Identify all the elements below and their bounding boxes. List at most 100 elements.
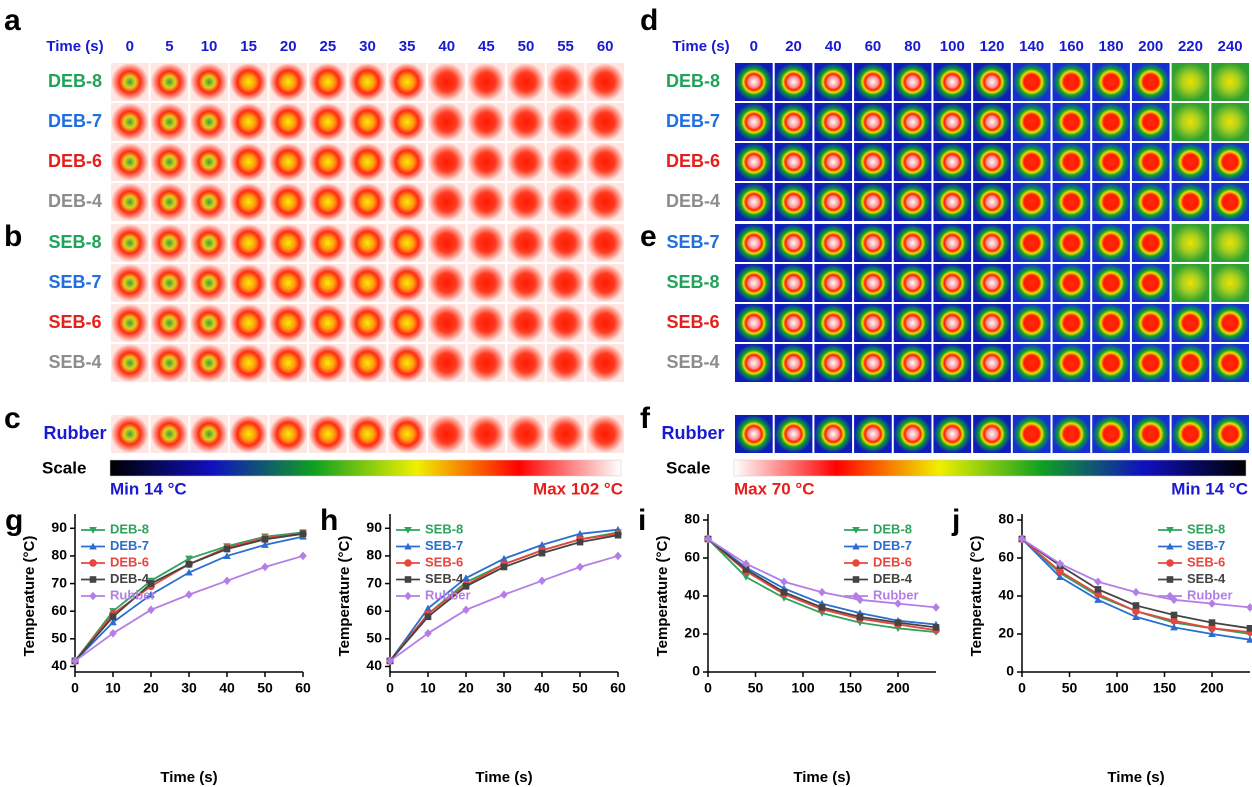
thermal-image: [735, 63, 773, 101]
thermal-image: [467, 264, 506, 302]
sample-label: DEB-6: [666, 151, 720, 171]
thermal-image: [150, 183, 189, 221]
legend-label: DEB-6: [110, 554, 149, 569]
marker: [1094, 586, 1102, 593]
y-axis-label: Temperature (°C): [336, 536, 353, 657]
thermal-image: [348, 304, 387, 342]
marker: [185, 555, 193, 563]
thermal-image: [229, 264, 268, 302]
thermal-image: [427, 415, 466, 453]
thermal-image: [190, 224, 228, 262]
legend-label: SEB-4: [1187, 571, 1226, 586]
thermal-image: [546, 415, 585, 453]
thermal-image: [1131, 183, 1170, 221]
thermal-image: [309, 304, 347, 342]
thermal-image: [933, 415, 972, 453]
thermal-image: [973, 415, 1011, 453]
panel-letter: c: [4, 402, 21, 435]
time-label: Time (s): [46, 38, 103, 55]
thermal-image: [1092, 143, 1130, 181]
thermal-image: [1092, 224, 1130, 262]
time-tick: 40: [825, 38, 842, 55]
thermal-image: [150, 344, 189, 382]
thermal-image: [586, 143, 624, 181]
thermal-image: [933, 304, 972, 342]
time-tick: 180: [1099, 38, 1124, 55]
time-tick: 55: [557, 38, 574, 55]
marker: [1170, 623, 1178, 631]
marker: [1094, 577, 1102, 587]
thermal-image: [814, 415, 853, 453]
thermal-image: [973, 103, 1011, 141]
thermal-image: [427, 224, 466, 262]
legend-label: DEB-8: [110, 521, 149, 536]
thermal-image: [507, 143, 545, 181]
x-axis-label: Time (s): [793, 769, 850, 786]
thermal-image: [348, 103, 387, 141]
marker: [223, 576, 231, 586]
y-axis-label: Temperature (°C): [21, 536, 38, 657]
thermal-image: [1012, 344, 1051, 382]
thermal-image: [467, 63, 506, 101]
marker: [538, 576, 546, 586]
marker: [299, 551, 307, 561]
thermal-image: [111, 143, 149, 181]
thermal-image: [269, 103, 308, 141]
panel-letter: a: [4, 4, 21, 37]
thermal-image: [893, 224, 932, 262]
marker: [424, 629, 432, 638]
thermal-image: [150, 103, 189, 141]
x-tick-label: 60: [295, 680, 311, 696]
legend-label: Rubber: [110, 587, 156, 602]
y-tick-label: 50: [51, 630, 67, 646]
x-tick-label: 20: [458, 680, 474, 696]
y-tick-label: 80: [998, 511, 1014, 527]
thermal-image: [1052, 264, 1091, 302]
thermal-image: [427, 304, 466, 342]
thermal-image: [309, 344, 347, 382]
thermal-image: [546, 183, 585, 221]
marker: [109, 618, 117, 626]
thermal-image: [774, 344, 813, 382]
marker: [223, 545, 231, 553]
thermal-image: [507, 63, 545, 101]
time-tick: 0: [126, 38, 134, 55]
y-tick-label: 60: [684, 549, 700, 565]
marker: [462, 583, 470, 590]
thermal-image: [586, 264, 624, 302]
x-tick-label: 0: [704, 680, 712, 696]
scale-min-max: Max 102 °C: [533, 479, 623, 498]
thermal-image: [507, 103, 545, 141]
thermal-image: [348, 143, 387, 181]
time-tick: 10: [201, 38, 218, 55]
y-tick-label: 60: [998, 549, 1014, 565]
legend-label: DEB-7: [873, 538, 912, 553]
y-tick-label: 40: [684, 587, 700, 603]
x-tick-label: 200: [1200, 680, 1224, 696]
y-tick-label: 40: [998, 587, 1014, 603]
thermal-image: [1131, 344, 1170, 382]
thermal-image: [735, 264, 773, 302]
y-tick-label: 40: [51, 657, 67, 673]
thermal-image: [933, 264, 972, 302]
time-tick: 200: [1138, 38, 1163, 55]
thermal-image: [190, 264, 228, 302]
thermal-image: [111, 415, 149, 453]
thermal-image: [586, 103, 624, 141]
thermal-image: [388, 304, 426, 342]
thermal-image: [309, 63, 347, 101]
thermal-image: [1171, 103, 1210, 141]
thermal-image: [1131, 264, 1170, 302]
thermal-image: [735, 143, 773, 181]
thermal-image: [1012, 224, 1051, 262]
thermal-image: [111, 183, 149, 221]
thermal-image: [586, 63, 624, 101]
time-label: Time (s): [672, 38, 729, 55]
thermal-image: [150, 415, 189, 453]
thermal-image: [507, 224, 545, 262]
marker: [1246, 603, 1252, 612]
legend-marker: [852, 559, 860, 567]
thermal-image: [388, 224, 426, 262]
thermal-image: [854, 103, 892, 141]
